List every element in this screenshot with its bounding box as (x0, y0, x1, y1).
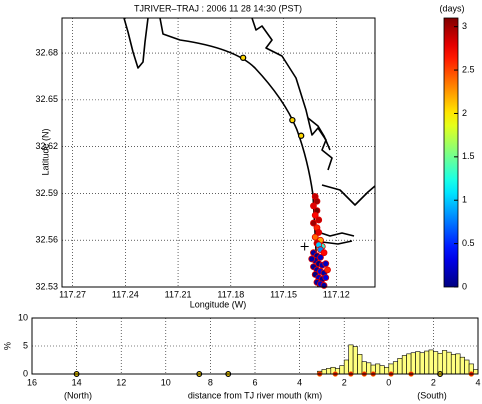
colorbar-tick-label: 2 (462, 108, 467, 118)
x-axis-label: Longitude (W) (190, 299, 247, 309)
particle (317, 253, 324, 261)
particle (320, 282, 328, 289)
particle (311, 211, 319, 219)
y-tick-label: 32.59 (35, 188, 58, 198)
particle (310, 202, 317, 210)
histogram-bar (419, 352, 425, 375)
plot-frame (61, 17, 376, 288)
histogram-bar (401, 355, 407, 375)
histogram-bar (450, 354, 456, 375)
histogram-bar (357, 354, 363, 375)
x-tick-label: 6 (252, 377, 257, 387)
y-tick-label: 32.53 (35, 281, 58, 291)
x-tick-label: 8 (208, 377, 213, 387)
colorbar-tick-label: 1.5 (462, 151, 475, 161)
histogram-bar (406, 353, 412, 375)
histogram-bar (415, 351, 421, 375)
y-axis-label: % (2, 342, 12, 350)
histogram-bar (464, 359, 470, 375)
x-tick-label: 2 (431, 377, 436, 387)
x-tick-label: 117.27 (59, 289, 86, 299)
x-tick-label: 10 (161, 377, 171, 387)
y-axis-label: Latitude (N) (40, 128, 50, 175)
histogram-bar (455, 353, 461, 375)
colorbar-tick-label: 1 (462, 195, 467, 205)
x-tick-label: 0 (386, 377, 391, 387)
particle (313, 197, 321, 205)
histogram-bar (379, 365, 385, 375)
particle (315, 229, 323, 236)
histogram-bar (428, 349, 434, 375)
histogram-bar (442, 350, 448, 375)
x-tick-label: 2 (342, 377, 347, 387)
particle (324, 266, 331, 274)
annotation: (South) (417, 390, 447, 400)
x-tick-label: 4 (475, 377, 480, 387)
y-tick-label: 0 (23, 368, 28, 378)
histogram-bar (433, 351, 439, 375)
histogram-bar (384, 366, 390, 375)
annotation: (North) (64, 390, 92, 400)
x-tick-label: 14 (72, 377, 82, 387)
histogram-bar (366, 362, 372, 375)
histogram-bar (410, 352, 416, 375)
x-axis-label: distance from TJ river mouth (km) (188, 390, 322, 400)
colorbar (443, 17, 459, 288)
colorbar-label: (days) (439, 3, 464, 13)
particle (315, 216, 323, 224)
x-tick-label: 16 (27, 377, 37, 387)
x-tick-label: 117.12 (323, 289, 350, 299)
histogram-bar (348, 344, 354, 375)
y-tick-label: 10 (18, 312, 28, 322)
y-tick-label: 32.56 (35, 235, 58, 245)
histogram-bar (339, 365, 345, 375)
histogram-bar (446, 351, 452, 375)
histogram-bar (343, 359, 349, 375)
y-tick-label: 32.65 (35, 94, 58, 104)
colorbar-tick-label: 2.5 (462, 64, 475, 74)
particle (310, 219, 317, 227)
particle (320, 249, 328, 257)
histogram-bar (397, 358, 403, 375)
particle (308, 255, 316, 263)
histogram-bar (424, 350, 430, 375)
particle (311, 233, 319, 241)
x-tick-label: 117.18 (217, 289, 244, 299)
colorbar-tick-label: 3 (462, 21, 467, 31)
x-tick-label: 4 (297, 377, 302, 387)
histogram-bar (321, 369, 327, 375)
histogram-bar (392, 361, 399, 375)
particle (322, 260, 330, 268)
x-tick-label: 117.15 (270, 289, 297, 299)
histogram-bar (326, 368, 332, 375)
site-marker (239, 54, 247, 61)
site-marker (297, 132, 305, 139)
histogram-bar (352, 346, 358, 375)
colorbar-tick-label: 0.5 (462, 238, 475, 248)
colorbar-tick-label: 0 (462, 281, 467, 291)
site-marker (289, 116, 296, 124)
release-point (300, 242, 309, 251)
particle (322, 274, 330, 282)
chart-title: TJRIVER–TRAJ : 2006 11 28 14:30 (PST) (134, 3, 302, 13)
x-tick-label: 12 (116, 377, 126, 387)
y-tick-label: 32.62 (35, 141, 58, 151)
x-tick-label: 117.24 (112, 289, 139, 299)
y-tick-label: 5 (23, 340, 28, 350)
histogram-bar (375, 363, 381, 375)
coastline (123, 17, 376, 288)
histogram-bar (473, 369, 479, 375)
y-tick-label: 32.68 (35, 47, 58, 57)
x-tick-label: 117.21 (165, 289, 192, 299)
histogram-bar (459, 356, 465, 375)
plot-frame (31, 317, 479, 375)
histogram-bar (437, 352, 443, 375)
